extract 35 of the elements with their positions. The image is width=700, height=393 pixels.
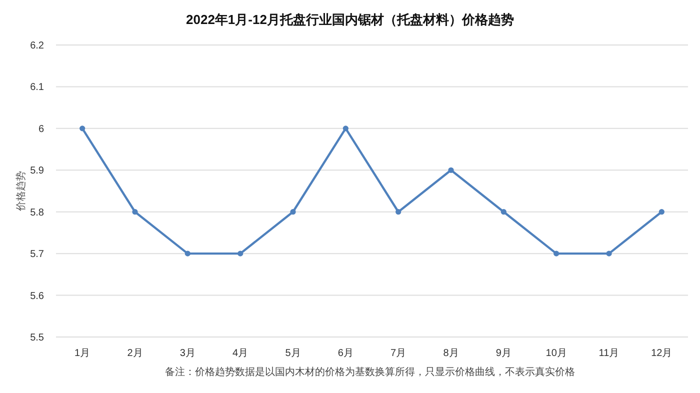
x-tick-label: 5月 (285, 348, 301, 359)
point (448, 167, 454, 173)
y-tick-label: 5.7 (30, 249, 44, 260)
x-tick-label: 1月 (74, 348, 90, 359)
text: 备注：价格趋势数据是以国内木材的价格为基数换算所得，只显示价格曲线，不表示真实价格 (165, 366, 575, 378)
x-tick-label: 6月 (338, 348, 354, 359)
y-tick-label: 5.9 (30, 166, 44, 177)
point (132, 209, 138, 215)
point (396, 209, 402, 215)
y-tick-label: 6.2 (30, 40, 44, 52)
y-tick-label: 5.6 (30, 290, 44, 302)
x-tick-label: 2月 (127, 348, 143, 359)
point (184, 250, 190, 256)
point (80, 126, 86, 132)
x-tick-label: 3月 (180, 348, 196, 359)
point (238, 250, 244, 256)
chart-title: 2022年1月-12月托盘行业国内锯材（托盘材料）价格趋势 (186, 12, 514, 27)
x-tick-label: 10月 (546, 348, 567, 359)
x-tick-label: 8月 (443, 348, 459, 359)
x-tick-label: 4月 (232, 348, 248, 359)
y-tick-label: 5.8 (30, 207, 44, 218)
point (290, 209, 296, 215)
x-tick-label: 11月 (598, 348, 620, 359)
x-tick-label: 7月 (390, 348, 406, 359)
x-tick-label: 12月 (651, 348, 672, 359)
point (500, 209, 506, 215)
y-tick-label: 6.1 (30, 82, 44, 94)
x-tick-label: 9月 (496, 348, 512, 359)
point (606, 250, 612, 256)
point (342, 126, 348, 132)
point (658, 209, 664, 215)
y-tick-label: 5.5 (30, 332, 44, 344)
y-tick-label: 6 (38, 124, 44, 135)
y-axis-title: 价格趋势 (15, 171, 27, 212)
point (554, 250, 560, 256)
